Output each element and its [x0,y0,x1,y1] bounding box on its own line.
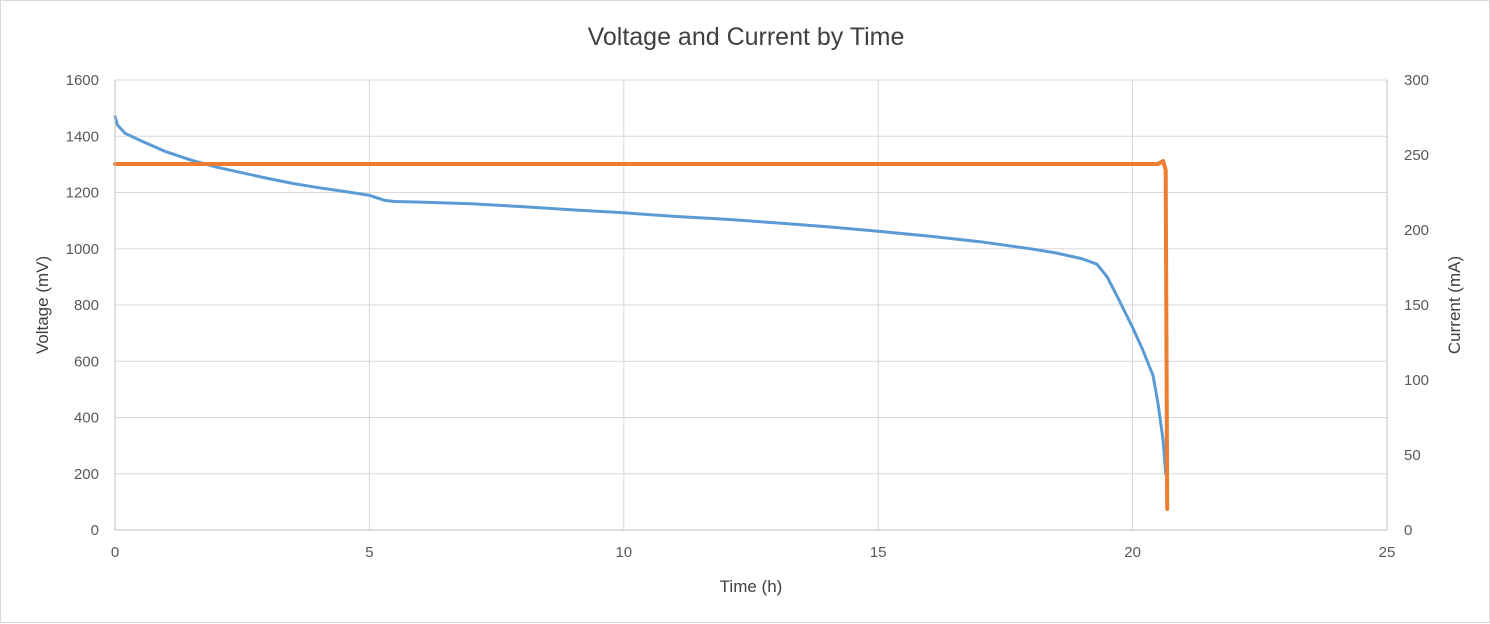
y-tick-label: 1400 [66,128,99,145]
series-lines [113,115,1170,511]
x-tick-label: 25 [1379,544,1396,561]
y2-tick-label: 100 [1404,372,1429,389]
series-line-voltage [113,115,1168,476]
y2-tick-label: 200 [1404,222,1429,239]
chart-title: Voltage and Current by Time [588,23,905,51]
y2-tick-label: 0 [1404,522,1412,539]
x-axis-title: Time (h) [720,577,783,596]
y2-axis-title: Current (mA) [1445,256,1464,354]
x-tick-label: 10 [615,544,632,561]
gridlines [115,79,1388,530]
y2-tick-label: 50 [1404,447,1421,464]
y-tick-label: 600 [74,353,99,370]
y2-tick-label: 300 [1404,72,1429,89]
y-tick-label: 1600 [66,72,99,89]
x-tick-label: 20 [1124,544,1141,561]
y2-tick-label: 150 [1404,297,1429,314]
series-line-current [113,159,1170,511]
y-tick-label: 0 [91,522,99,539]
y-tick-label: 1000 [66,241,99,258]
y-tick-label: 400 [74,410,99,427]
x-tick-label: 0 [111,544,119,561]
y-tick-label: 1200 [66,185,99,202]
x-tick-label: 15 [870,544,887,561]
y-axis-title: Voltage (mV) [33,256,52,354]
y2-tick-label: 250 [1404,147,1429,164]
y-tick-label: 200 [74,466,99,483]
x-tick-label: 5 [365,544,373,561]
y-tick-label: 800 [74,297,99,314]
axes: 0 5 10 15 20 25020040060080010001200140016000… [66,72,1429,561]
